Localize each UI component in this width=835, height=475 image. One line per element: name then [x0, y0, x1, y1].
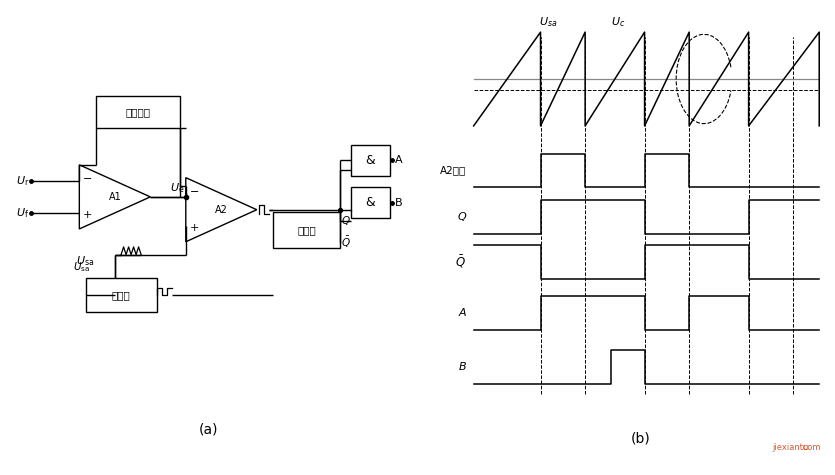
Text: .com: .com — [801, 443, 821, 452]
Text: 触发器: 触发器 — [297, 225, 316, 235]
Text: &: & — [366, 153, 376, 167]
Text: (b): (b) — [631, 431, 650, 446]
Bar — [85, 278, 157, 313]
Text: $U_{\rm sa}$: $U_{\rm sa}$ — [76, 254, 94, 268]
Text: $U_{\rm e}$: $U_{\rm e}$ — [170, 181, 185, 195]
Text: Q: Q — [342, 216, 349, 226]
Bar — [351, 188, 390, 218]
Text: $\bar{Q}$: $\bar{Q}$ — [342, 235, 351, 250]
Text: $\bar{Q}$: $\bar{Q}$ — [455, 254, 466, 270]
Text: A2: A2 — [215, 205, 228, 215]
Text: −: − — [83, 174, 93, 184]
Text: 振荡器: 振荡器 — [112, 290, 130, 300]
Text: A1: A1 — [109, 192, 121, 202]
Text: A2输出: A2输出 — [440, 165, 466, 176]
Text: $U_{sa}$: $U_{sa}$ — [539, 15, 557, 28]
Text: (a): (a) — [199, 423, 219, 437]
Text: $U_{\rm f}$: $U_{\rm f}$ — [16, 206, 29, 220]
Text: &: & — [366, 196, 376, 209]
Bar — [274, 212, 341, 248]
Text: jiexiantu: jiexiantu — [772, 443, 808, 452]
Text: $U_{\rm r}$: $U_{\rm r}$ — [16, 174, 29, 188]
Text: A: A — [458, 308, 466, 318]
Text: A: A — [395, 155, 402, 165]
Text: −: − — [190, 187, 199, 197]
Bar — [351, 145, 390, 175]
Text: +: + — [83, 210, 93, 220]
Text: Q: Q — [458, 212, 466, 222]
Bar — [96, 96, 180, 128]
Text: B: B — [458, 362, 466, 372]
Text: $U_{\rm sa}$: $U_{\rm sa}$ — [73, 260, 89, 275]
Text: B: B — [395, 198, 402, 208]
Text: 反馈网络: 反馈网络 — [125, 107, 150, 117]
Text: +: + — [190, 223, 199, 233]
Text: $U_c$: $U_c$ — [611, 15, 625, 28]
